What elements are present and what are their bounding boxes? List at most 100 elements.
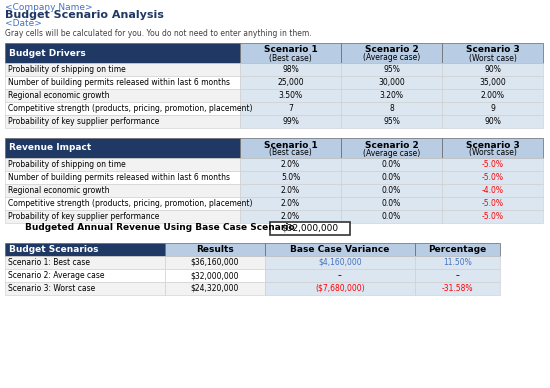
Bar: [5, 269, 165, 282]
Text: -5.0%: -5.0%: [481, 160, 503, 169]
Text: Competitive strength (products, pricing, promotion, placement): Competitive strength (products, pricing,…: [8, 104, 252, 113]
Bar: [341, 115, 442, 128]
Bar: [240, 89, 341, 102]
Text: Budget Drivers: Budget Drivers: [9, 48, 86, 57]
Text: Probability of shipping on time: Probability of shipping on time: [8, 65, 126, 74]
Text: -4.0%: -4.0%: [481, 186, 503, 195]
Bar: [5, 89, 240, 102]
Text: 2.00%: 2.00%: [481, 91, 504, 100]
Bar: [442, 76, 543, 89]
Text: 90%: 90%: [484, 65, 501, 74]
Text: 0.0%: 0.0%: [382, 173, 401, 182]
Text: 0.0%: 0.0%: [382, 199, 401, 208]
Bar: [442, 43, 543, 63]
Bar: [5, 158, 240, 171]
Text: <Date>: <Date>: [5, 19, 42, 28]
Bar: [240, 184, 341, 197]
Text: Probability of key supplier performance: Probability of key supplier performance: [8, 212, 159, 221]
Text: Number of building permits released within last 6 months: Number of building permits released with…: [8, 78, 230, 87]
Bar: [341, 89, 442, 102]
Text: ($7,680,000): ($7,680,000): [315, 284, 365, 293]
Text: 30,000: 30,000: [378, 78, 405, 87]
Text: Scenario 3: Scenario 3: [466, 45, 519, 54]
Bar: [240, 63, 341, 76]
Text: 95%: 95%: [383, 65, 400, 74]
Text: 3.50%: 3.50%: [278, 91, 303, 100]
Text: (Average case): (Average case): [363, 149, 420, 158]
Bar: [415, 256, 500, 269]
Text: Results: Results: [196, 245, 234, 254]
Bar: [5, 184, 240, 197]
Bar: [341, 197, 442, 210]
Text: $4,160,000: $4,160,000: [318, 258, 362, 267]
Bar: [341, 102, 442, 115]
Bar: [240, 138, 341, 158]
Bar: [341, 63, 442, 76]
Bar: [240, 197, 341, 210]
Bar: [341, 43, 442, 63]
Text: $32,000,000: $32,000,000: [282, 224, 339, 233]
Bar: [5, 138, 240, 158]
Text: Scenario 3: Scenario 3: [466, 140, 519, 149]
Text: Regional economic growth: Regional economic growth: [8, 91, 109, 100]
Bar: [5, 243, 165, 256]
Text: Percentage: Percentage: [428, 245, 487, 254]
Text: (Best case): (Best case): [269, 54, 312, 62]
Text: -5.0%: -5.0%: [481, 212, 503, 221]
Text: (Best case): (Best case): [269, 149, 312, 158]
Bar: [165, 269, 265, 282]
Text: (Worst case): (Worst case): [469, 54, 516, 62]
Text: Scenario 1: Scenario 1: [263, 140, 317, 149]
Bar: [5, 63, 240, 76]
Bar: [240, 210, 341, 223]
Text: 9: 9: [490, 104, 495, 113]
Text: Revenue Impact: Revenue Impact: [9, 144, 91, 152]
Text: Budget Scenario Analysis: Budget Scenario Analysis: [5, 10, 164, 20]
Bar: [165, 282, 265, 295]
Bar: [5, 76, 240, 89]
Text: 11.50%: 11.50%: [443, 258, 472, 267]
Text: 0.0%: 0.0%: [382, 186, 401, 195]
Bar: [442, 138, 543, 158]
Text: Scenario 1: Best case: Scenario 1: Best case: [8, 258, 90, 267]
Text: -31.58%: -31.58%: [442, 284, 473, 293]
Bar: [442, 158, 543, 171]
Bar: [341, 184, 442, 197]
Bar: [240, 158, 341, 171]
Text: 5.0%: 5.0%: [281, 173, 300, 182]
Text: Scenario 2: Average case: Scenario 2: Average case: [8, 271, 104, 280]
Bar: [265, 256, 415, 269]
Text: Scenario 2: Scenario 2: [365, 140, 419, 149]
Text: 99%: 99%: [282, 117, 299, 126]
Bar: [5, 282, 165, 295]
Text: –: –: [455, 271, 459, 280]
Text: 90%: 90%: [484, 117, 501, 126]
Bar: [270, 222, 350, 235]
Bar: [165, 256, 265, 269]
Text: 8: 8: [389, 104, 394, 113]
Text: Number of building permits released within last 6 months: Number of building permits released with…: [8, 173, 230, 182]
Text: Budget Scenarios: Budget Scenarios: [9, 245, 98, 254]
Text: Competitive strength (products, pricing, promotion, placement): Competitive strength (products, pricing,…: [8, 199, 252, 208]
Text: <Company Name>: <Company Name>: [5, 2, 92, 12]
Bar: [265, 243, 415, 256]
Bar: [265, 282, 415, 295]
Text: 3.20%: 3.20%: [379, 91, 404, 100]
Text: -5.0%: -5.0%: [481, 173, 503, 182]
Bar: [442, 115, 543, 128]
Bar: [5, 43, 240, 63]
Bar: [5, 197, 240, 210]
Text: Gray cells will be calculated for you. You do not need to enter anything in them: Gray cells will be calculated for you. Y…: [5, 29, 312, 38]
Text: $36,160,000: $36,160,000: [191, 258, 239, 267]
Bar: [5, 171, 240, 184]
Bar: [341, 210, 442, 223]
Bar: [442, 184, 543, 197]
Text: 35,000: 35,000: [479, 78, 506, 87]
Bar: [442, 197, 543, 210]
Text: Regional economic growth: Regional economic growth: [8, 186, 109, 195]
Text: 98%: 98%: [282, 65, 299, 74]
Text: Scenario 2: Scenario 2: [365, 45, 419, 54]
Text: 2.0%: 2.0%: [281, 186, 300, 195]
Bar: [165, 243, 265, 256]
Bar: [415, 282, 500, 295]
